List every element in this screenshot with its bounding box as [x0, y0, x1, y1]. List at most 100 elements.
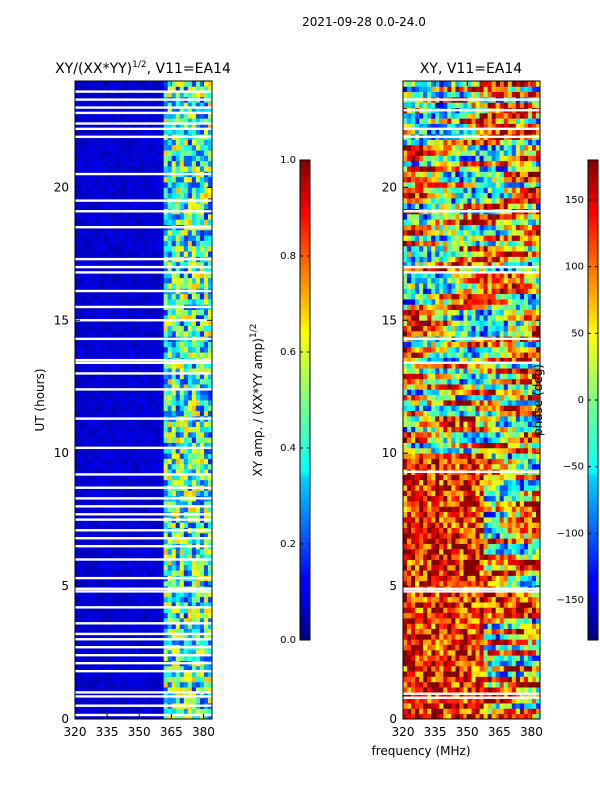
amp-heatmap-cell: [143, 559, 148, 566]
amp-heatmap-cell: [171, 522, 177, 528]
amp-heatmap-cell: [183, 86, 189, 93]
amp-heatmap-cell: [139, 352, 144, 358]
amp-heatmap-cell: [207, 298, 212, 305]
amp-heatmap-cell: [107, 378, 112, 385]
amp-heatmap-cell: [147, 400, 152, 406]
amp-heatmap-cell: [87, 86, 92, 93]
amp-heatmap-cell: [199, 708, 205, 715]
amp-heatmap-cell: [115, 314, 120, 321]
amp-heatmap-cell: [111, 628, 116, 635]
amp-heatmap-cell: [195, 623, 201, 630]
amp-heatmap-cell: [79, 81, 84, 87]
amp-heatmap-cell: [91, 532, 96, 539]
amp-heatmap-cell: [135, 687, 140, 693]
amp-heatmap-cell: [119, 368, 124, 374]
amp-heatmap-cell: [87, 341, 92, 348]
amp-heatmap-cell: [139, 421, 144, 427]
amp-heatmap-cell: [79, 671, 84, 677]
amp-heatmap-cell: [151, 596, 156, 603]
amp-heatmap-cell: [123, 447, 128, 454]
amp-heatmap-cell: [79, 687, 84, 693]
amp-heatmap-cell: [155, 123, 161, 130]
phase-heatmap-cell: [511, 607, 517, 614]
amp-heatmap-cell: [103, 272, 108, 279]
amp-heatmap-cell: [87, 298, 92, 305]
amp-heatmap-cell: [163, 325, 169, 332]
amp-heatmap-cell: [91, 474, 96, 481]
amp-heatmap-cell: [143, 144, 148, 151]
amp-heatmap-cell: [151, 325, 156, 332]
amp-flagged-row: [75, 513, 212, 516]
amp-heatmap-cell: [99, 639, 104, 645]
amp-heatmap-cell: [103, 160, 108, 167]
amp-heatmap-cell: [171, 617, 177, 624]
amp-heatmap-cell: [135, 437, 140, 443]
amp-heatmap-cell: [83, 267, 88, 273]
amp-heatmap-cell: [91, 166, 96, 172]
amp-heatmap-cell: [179, 591, 185, 598]
phase-heatmap-cell: [447, 681, 452, 688]
amp-heatmap-cell: [207, 118, 212, 124]
amp-heatmap-cell: [131, 501, 136, 507]
amp-heatmap-cell: [119, 314, 124, 321]
amp-heatmap-cell: [195, 617, 201, 624]
amp-heatmap-cell: [91, 235, 96, 241]
amp-heatmap-cell: [147, 649, 152, 656]
phase-heatmap-cell: [475, 612, 480, 619]
amp-heatmap-cell: [175, 671, 181, 677]
amp-heatmap-cell: [167, 155, 173, 162]
amp-heatmap-cell: [179, 272, 185, 279]
amp-heatmap-cell: [191, 607, 197, 614]
amp-heatmap-cell: [147, 479, 152, 486]
amp-heatmap-cell: [187, 687, 193, 693]
amp-heatmap-cell: [195, 463, 201, 470]
amp-ytick-label: 20: [54, 180, 69, 194]
amp-heatmap-cell: [131, 261, 136, 268]
amp-heatmap-cell: [111, 346, 116, 353]
phase-heatmap-cell: [499, 591, 505, 598]
amp-heatmap-cell: [203, 293, 209, 300]
amp-heatmap-cell: [199, 612, 205, 619]
amp-heatmap-cell: [203, 617, 209, 624]
amp-heatmap-cell: [83, 378, 88, 385]
amp-heatmap-cell: [163, 617, 169, 624]
amp-heatmap-cell: [83, 564, 88, 571]
amp-flagged-row: [75, 713, 212, 717]
amp-heatmap-cell: [103, 219, 108, 225]
amp-heatmap-cell: [127, 410, 132, 417]
phase-heatmap-cell: [507, 713, 513, 719]
amp-heatmap-cell: [87, 384, 92, 390]
amp-heatmap-cell: [207, 665, 212, 672]
amp-heatmap-cell: [75, 309, 80, 316]
amp-heatmap-cell: [107, 532, 112, 539]
amp-heatmap-cell: [147, 708, 152, 715]
amp-heatmap-cell: [119, 107, 124, 114]
phase-heatmap-cell: [427, 697, 432, 704]
amp-heatmap-cell: [95, 410, 100, 417]
amp-heatmap-cell: [199, 463, 205, 470]
amp-heatmap-cell: [99, 235, 104, 241]
amp-heatmap-cell: [123, 426, 128, 433]
phase-heatmap-cell: [531, 681, 537, 688]
phase-heatmap-cell: [519, 676, 525, 683]
amp-heatmap-cell: [75, 283, 80, 289]
amp-heatmap-cell: [95, 591, 100, 598]
amp-heatmap-cell: [151, 612, 156, 619]
amp-heatmap-cell: [183, 81, 189, 87]
amp-heatmap-cell: [95, 479, 100, 486]
amp-heatmap-cell: [159, 532, 165, 539]
phase-heatmap-cell: [507, 623, 513, 630]
amp-heatmap-cell: [103, 378, 108, 385]
amp-heatmap-cell: [115, 426, 120, 433]
amp-heatmap-cell: [111, 580, 116, 587]
phase-heatmap-cell: [519, 692, 525, 699]
phase-heatmap-cell: [443, 633, 448, 640]
amp-heatmap-cell: [75, 251, 80, 257]
phase-heatmap-cell: [415, 692, 420, 699]
amp-heatmap-cell: [151, 570, 156, 576]
amp-heatmap-cell: [163, 298, 169, 305]
amp-heatmap-cell: [119, 203, 124, 209]
amp-xtick-label: 350: [128, 725, 151, 739]
amp-heatmap-cell: [155, 192, 161, 199]
amp-flagged-row: [75, 98, 212, 101]
